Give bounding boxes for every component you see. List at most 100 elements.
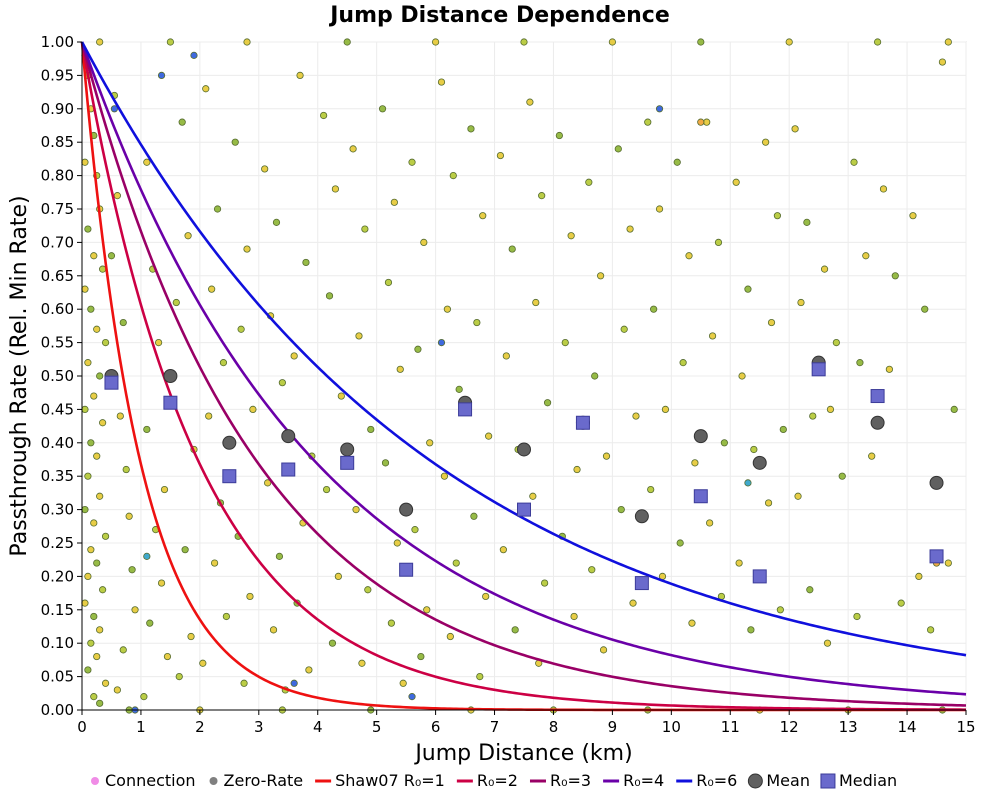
scatter-point	[99, 419, 107, 427]
scatter-point	[378, 105, 387, 113]
scatter-point	[437, 338, 446, 347]
y-tick-label: 0.40	[41, 434, 74, 452]
scatter-point	[320, 111, 328, 120]
scatter-point	[538, 192, 546, 200]
scatter-point	[508, 245, 516, 253]
y-tick-label: 0.20	[41, 567, 74, 585]
scatter-points	[81, 38, 958, 714]
scatter-point	[119, 318, 127, 327]
scatter-point	[116, 412, 124, 420]
legend-label: Mean	[766, 771, 810, 790]
scatter-point	[794, 492, 802, 500]
median-marker	[575, 415, 590, 430]
y-tick-label: 0.55	[41, 334, 74, 352]
scatter-point	[143, 552, 151, 560]
scatter-point	[873, 38, 882, 46]
scatter-point	[762, 138, 770, 146]
scatter-point	[443, 305, 451, 313]
scatter-point	[172, 298, 180, 307]
scatter-point	[661, 405, 670, 413]
median-marker	[281, 462, 296, 477]
scatter-point	[620, 325, 628, 333]
scatter-point	[296, 71, 304, 80]
scatter-point	[591, 372, 599, 380]
y-tick-label: 0.00	[41, 701, 74, 719]
legend-label: R₀=6	[696, 771, 737, 790]
scatter-point	[90, 252, 98, 260]
curve-line	[80, 41, 967, 696]
scatter-point	[502, 352, 510, 360]
legend-swatch	[91, 777, 99, 785]
y-tick-label: 0.15	[41, 601, 74, 619]
median-marker	[163, 395, 178, 410]
scatter-point	[157, 71, 166, 80]
scatter-point	[532, 298, 540, 307]
scatter-point	[706, 519, 714, 527]
y-tick-label: 0.45	[41, 400, 74, 418]
scatter-point	[411, 526, 419, 534]
legend-swatch	[820, 773, 836, 789]
scatter-point	[773, 212, 782, 220]
scatter-point	[211, 559, 219, 567]
scatter-point	[809, 412, 817, 420]
legend-label: Shaw07 R₀=1	[335, 771, 445, 790]
scatter-point	[160, 485, 169, 494]
scatter-point	[720, 439, 728, 447]
y-axis-label: Passthrough Rate (Rel. Min Rate)	[7, 195, 32, 556]
x-tick-label: 3	[254, 718, 264, 736]
median-marker	[693, 489, 708, 504]
scatter-point	[496, 151, 505, 160]
scatter-point	[676, 539, 684, 547]
x-tick-label: 7	[490, 718, 500, 736]
scatter-point	[617, 505, 625, 514]
scatter-point	[570, 612, 578, 621]
median-marker	[634, 576, 649, 591]
scatter-point	[101, 532, 110, 540]
scatter-point	[387, 619, 395, 627]
scatter-point	[237, 325, 245, 333]
scatter-point	[202, 85, 210, 93]
scatter-point	[473, 318, 481, 327]
scatter-point	[735, 559, 743, 567]
scatter-point	[431, 38, 440, 46]
scatter-point	[679, 359, 687, 367]
x-tick-label: 1	[136, 718, 146, 736]
scatter-point	[181, 546, 189, 554]
y-tick-label: 0.85	[41, 133, 74, 151]
scatter-point	[87, 305, 95, 313]
scatter-point	[175, 672, 183, 681]
scatter-point	[243, 38, 251, 46]
scatter-point	[246, 592, 254, 601]
median-marker	[929, 549, 944, 564]
x-tick-label: 10	[662, 718, 681, 736]
scatter-point	[87, 546, 95, 554]
scatter-point	[747, 626, 755, 634]
scatter-point	[703, 118, 711, 126]
scatter-point	[853, 612, 861, 621]
scatter-point	[541, 579, 549, 587]
scatter-point	[408, 158, 416, 166]
scatter-point	[184, 232, 192, 240]
scatter-point	[647, 485, 655, 494]
scatter-point	[81, 599, 89, 607]
legend-label: R₀=3	[550, 771, 591, 790]
scatter-point	[290, 679, 298, 687]
scatter-point	[113, 686, 121, 694]
legend-label: R₀=4	[623, 771, 664, 790]
x-axis-label: Jump Distance (km)	[413, 741, 632, 766]
scatter-point	[278, 379, 286, 387]
scatter-point	[364, 586, 372, 594]
x-tick-label: 11	[721, 718, 740, 736]
scatter-point	[915, 572, 923, 581]
scatter-point	[166, 38, 174, 46]
y-tick-label: 0.75	[41, 200, 74, 218]
scatter-point	[632, 412, 640, 420]
mean-marker	[399, 502, 414, 517]
scatter-point	[93, 325, 101, 333]
scatter-point	[393, 539, 401, 547]
scatter-point	[213, 205, 222, 213]
scatter-point	[655, 105, 664, 113]
scatter-point	[776, 606, 784, 614]
median-marker	[517, 502, 531, 517]
scatter-point	[101, 338, 110, 347]
